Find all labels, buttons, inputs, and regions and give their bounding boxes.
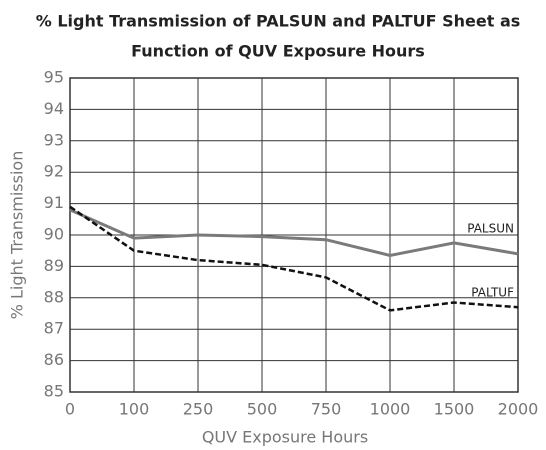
x-tick-label: 1000 bbox=[370, 400, 411, 419]
x-axis-label: QUV Exposure Hours bbox=[202, 428, 368, 447]
y-tick-label: 86 bbox=[44, 350, 64, 369]
y-axis-label: % Light Transmission bbox=[8, 151, 27, 320]
y-tick-label: 93 bbox=[44, 130, 64, 149]
y-tick-label: 91 bbox=[44, 193, 64, 212]
y-tick-label: 90 bbox=[44, 225, 64, 244]
x-tick-label: 2000 bbox=[498, 400, 539, 419]
chart-title: Function of QUV Exposure Hours bbox=[131, 42, 425, 61]
y-tick-label: 88 bbox=[44, 287, 64, 306]
x-tick-label: 500 bbox=[247, 400, 278, 419]
chart-title: % Light Transmission of PALSUN and PALTU… bbox=[36, 12, 521, 31]
series-label: PALTUF bbox=[471, 286, 514, 300]
series-line bbox=[69, 205, 519, 312]
y-tick-label: 95 bbox=[44, 68, 64, 87]
y-tick-label: 94 bbox=[44, 99, 64, 118]
y-tick-label: 89 bbox=[44, 256, 64, 275]
x-tick-label: 750 bbox=[311, 400, 342, 419]
plot-frame bbox=[69, 77, 519, 393]
x-tick-label: 100 bbox=[119, 400, 150, 419]
x-tick-label: 0 bbox=[65, 400, 75, 419]
y-tick-label: 87 bbox=[44, 319, 64, 338]
x-tick-label: 1500 bbox=[434, 400, 475, 419]
y-tick-label: 85 bbox=[44, 382, 64, 401]
series-label: PALSUN bbox=[467, 221, 514, 235]
series-line bbox=[69, 208, 519, 257]
x-tick-label: 250 bbox=[183, 400, 214, 419]
y-tick-label: 92 bbox=[44, 162, 64, 181]
